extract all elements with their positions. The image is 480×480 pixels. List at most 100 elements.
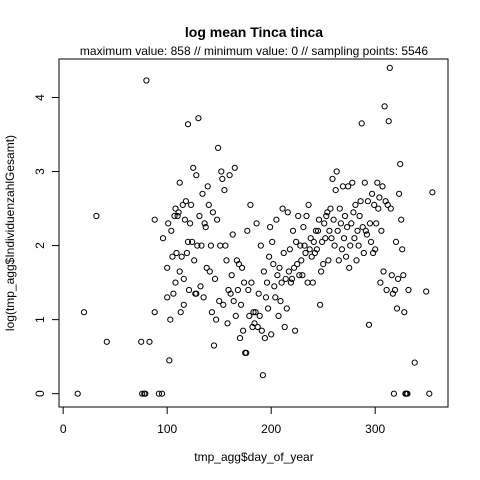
data-point — [326, 227, 333, 234]
data-point — [341, 212, 349, 220]
data-point — [312, 227, 319, 234]
data-point — [338, 246, 345, 253]
x-tick-label: 0 — [60, 422, 67, 436]
data-point — [282, 275, 289, 282]
data-point — [310, 238, 317, 245]
data-point — [329, 175, 336, 182]
data-point — [167, 316, 174, 323]
data-point — [304, 279, 311, 286]
data-point — [180, 301, 187, 308]
data-point — [169, 253, 176, 260]
data-point — [240, 327, 247, 334]
data-point — [245, 286, 252, 294]
data-point — [74, 390, 81, 397]
y-tick-label: 3 — [33, 168, 47, 175]
data-point — [392, 238, 400, 245]
data-point — [299, 272, 306, 279]
data-point — [265, 305, 272, 312]
data-point — [384, 201, 391, 208]
data-point — [208, 309, 215, 316]
data-point — [176, 268, 183, 275]
data-point — [287, 279, 294, 286]
data-point — [271, 283, 278, 290]
data-point — [347, 242, 354, 249]
data-point — [244, 227, 251, 234]
data-point — [328, 235, 335, 242]
data-point — [178, 253, 185, 260]
data-point — [185, 286, 193, 294]
data-point — [339, 183, 346, 190]
data-point — [280, 249, 287, 257]
data-point — [230, 298, 237, 305]
data-point — [376, 194, 383, 201]
data-point — [369, 190, 376, 197]
data-point — [184, 121, 192, 128]
data-point — [239, 264, 246, 271]
data-point — [349, 179, 356, 186]
chart-title: log mean Tinca tinca — [185, 24, 323, 40]
data-point — [158, 390, 166, 397]
data-point — [327, 205, 334, 212]
data-point — [377, 279, 384, 286]
data-point — [179, 201, 186, 208]
data-point — [381, 103, 388, 110]
data-point — [210, 342, 218, 349]
data-point — [159, 235, 167, 242]
data-point — [209, 209, 216, 216]
data-point — [205, 201, 212, 208]
data-point — [255, 290, 262, 297]
data-point — [423, 288, 430, 295]
data-point — [201, 220, 208, 227]
data-point — [218, 168, 225, 175]
data-point — [334, 227, 341, 234]
data-point — [173, 249, 180, 257]
data-point — [143, 77, 150, 84]
data-point — [262, 294, 270, 301]
data-point — [269, 238, 276, 245]
data-point — [305, 201, 312, 208]
data-point — [374, 179, 381, 186]
y-tick-label: 1 — [33, 316, 47, 323]
data-point — [222, 242, 229, 249]
data-point — [273, 216, 280, 223]
chart-subtitle: maximum value: 858 // minimum value: 0 /… — [80, 44, 428, 58]
data-point — [363, 231, 370, 238]
data-point — [261, 335, 268, 342]
data-point — [229, 231, 236, 238]
data-point — [281, 323, 288, 331]
data-point — [300, 224, 307, 231]
data-point — [333, 168, 340, 175]
data-point — [319, 238, 326, 245]
y-tick-label: 2 — [33, 242, 47, 249]
data-point — [217, 242, 224, 249]
data-point — [211, 275, 219, 282]
data-point — [404, 390, 411, 397]
data-point — [301, 242, 308, 249]
data-point — [220, 301, 227, 308]
data-point — [177, 309, 184, 316]
data-point — [180, 275, 187, 282]
data-point — [302, 249, 309, 257]
data-point — [345, 183, 352, 190]
data-point — [228, 272, 235, 279]
data-point — [243, 349, 250, 356]
data-point — [283, 305, 290, 312]
data-point — [184, 238, 192, 245]
data-point — [183, 249, 190, 257]
data-point — [276, 264, 283, 271]
data-point — [190, 164, 197, 171]
data-point — [308, 253, 315, 260]
data-point — [189, 238, 196, 245]
data-point — [146, 338, 153, 345]
data-point — [246, 312, 253, 319]
data-point — [297, 242, 304, 249]
y-axis-label: log(tmp_agg$IndividuenzahlGesamt) — [3, 135, 17, 331]
data-point — [151, 216, 158, 223]
data-point — [219, 175, 226, 182]
data-point — [358, 120, 365, 127]
data-point — [378, 227, 385, 234]
data-point — [399, 246, 406, 253]
x-tick-label: 200 — [261, 422, 281, 436]
data-point — [355, 242, 362, 249]
data-point — [197, 283, 204, 290]
